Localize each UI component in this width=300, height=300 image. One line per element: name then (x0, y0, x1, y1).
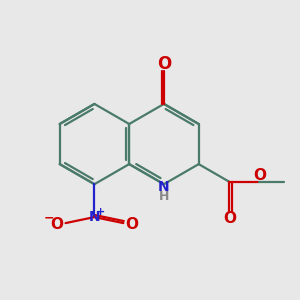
Text: O: O (253, 168, 266, 183)
Text: N: N (158, 180, 170, 194)
Text: N: N (88, 210, 100, 224)
Text: O: O (51, 217, 64, 232)
Text: −: − (44, 211, 55, 224)
Text: +: + (96, 207, 106, 217)
Text: O: O (157, 56, 171, 74)
Text: O: O (125, 217, 138, 232)
Text: H: H (159, 190, 169, 203)
Text: O: O (224, 211, 236, 226)
